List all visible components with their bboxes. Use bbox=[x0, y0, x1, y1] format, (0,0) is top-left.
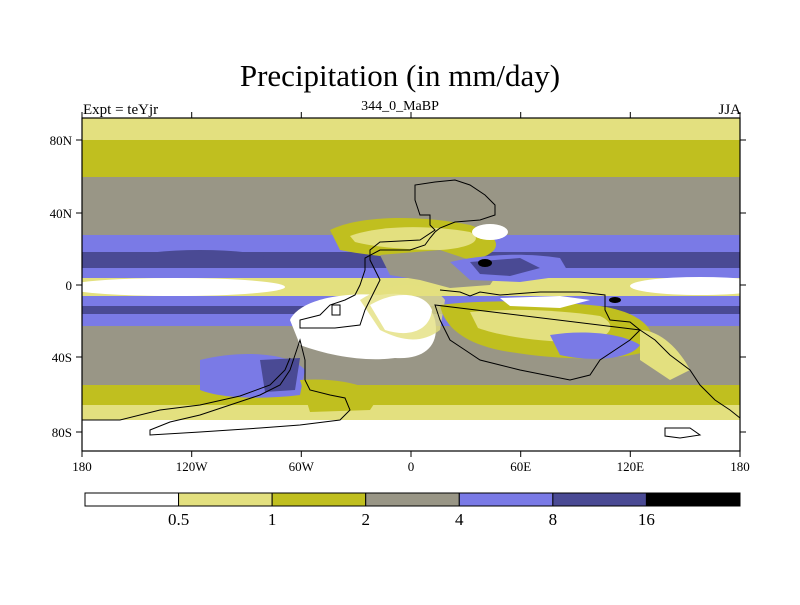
outline-southwest bbox=[82, 357, 291, 421]
lon-axis: 180 120W 60W 0 60E 120E 180 bbox=[72, 112, 750, 474]
east-white-patch bbox=[500, 296, 590, 308]
lon-tick-label: 0 bbox=[408, 459, 415, 474]
outline-south-continent bbox=[149, 338, 351, 436]
dry-tongue-east bbox=[630, 277, 740, 295]
colorbar-swatch bbox=[178, 492, 273, 507]
map-title: Precipitation (in mm/day) bbox=[239, 58, 561, 93]
lat-tick-label: 40N bbox=[50, 206, 73, 221]
band-antarctic-white bbox=[82, 420, 740, 451]
colorbar-label: 16 bbox=[638, 510, 655, 529]
lon-tick-label: 180 bbox=[730, 459, 750, 474]
lon-tick-label: 180 bbox=[72, 459, 92, 474]
north-pale-patch bbox=[350, 227, 476, 250]
band-south-pale bbox=[82, 405, 740, 423]
colorbar: 0.5 1 2 4 8 16 bbox=[84, 492, 741, 529]
lat-tick-label: 80N bbox=[50, 133, 73, 148]
outline-island bbox=[331, 304, 341, 316]
lat-tick-label: 0 bbox=[66, 278, 73, 293]
season-label: JJA bbox=[718, 102, 741, 118]
lon-tick-label: 60E bbox=[510, 459, 531, 474]
south-olive-west bbox=[300, 379, 380, 412]
outline-east-continent bbox=[434, 289, 740, 419]
lat-axis: 80N 40N 0 40S 80S bbox=[50, 133, 746, 440]
colorbar-swatch bbox=[365, 492, 460, 507]
outline-north-continent bbox=[299, 179, 496, 329]
east-blue-patch bbox=[550, 332, 640, 359]
colorbar-swatch bbox=[552, 492, 647, 507]
black-spot-north bbox=[478, 259, 492, 267]
continent-dry-core-2 bbox=[370, 294, 432, 334]
lat-tick-label: 40S bbox=[52, 350, 72, 365]
band-south-olive bbox=[82, 385, 740, 407]
lat-tick-label: 80S bbox=[52, 425, 72, 440]
colorbar-swatch bbox=[458, 492, 554, 507]
navy-tongue-west bbox=[135, 250, 265, 266]
band-polar-north bbox=[82, 118, 740, 143]
band-north-olive bbox=[82, 140, 740, 180]
colorbar-label: 1 bbox=[268, 510, 277, 529]
colorbar-swatch bbox=[271, 492, 367, 507]
experiment-label: Expt = teYjr bbox=[83, 102, 159, 118]
colorbar-label: 0.5 bbox=[168, 510, 189, 529]
dry-tongue-west bbox=[82, 278, 285, 296]
colorbar-label: 4 bbox=[455, 510, 464, 529]
black-spot-east bbox=[609, 297, 621, 303]
north-white-spot bbox=[472, 224, 508, 240]
lon-tick-label: 120E bbox=[617, 459, 645, 474]
lon-tick-label: 60W bbox=[289, 459, 315, 474]
lon-tick-label: 120W bbox=[176, 459, 209, 474]
colorbar-swatch bbox=[84, 492, 180, 507]
south-east-pale bbox=[640, 330, 690, 380]
colorbar-label: 2 bbox=[361, 510, 370, 529]
colorbar-swatch bbox=[645, 492, 741, 507]
time-label: 344_0_MaBP bbox=[361, 99, 439, 114]
colorbar-label: 8 bbox=[549, 510, 558, 529]
outline-antarctic bbox=[664, 427, 702, 439]
land-outlines bbox=[82, 179, 740, 439]
precipitation-field bbox=[82, 118, 740, 451]
